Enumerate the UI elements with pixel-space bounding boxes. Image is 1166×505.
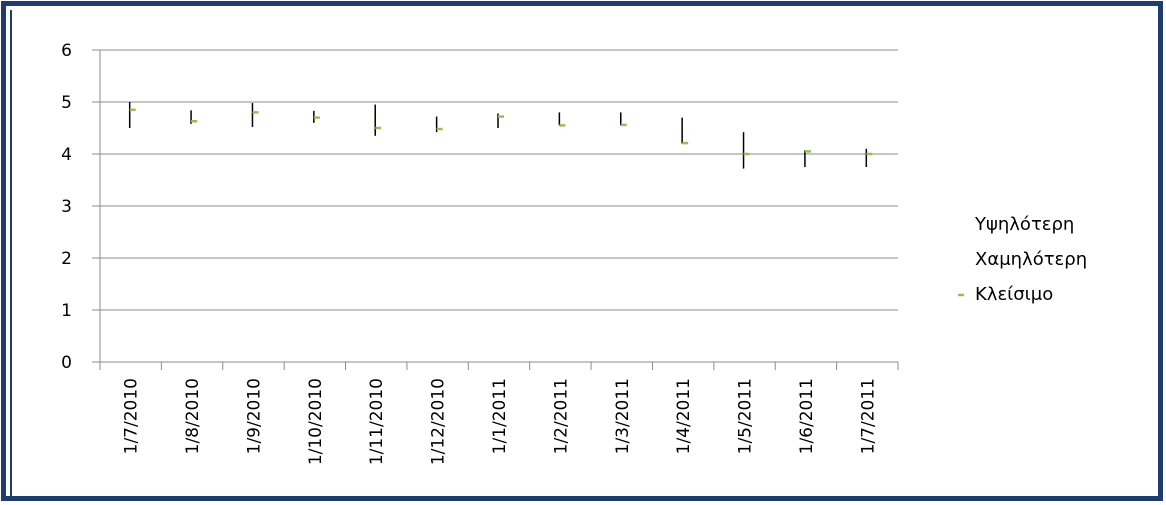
gridlines [100, 49, 898, 311]
legend: Υψηλότερη Χαμηλότερη Κλείσιμο [958, 214, 1087, 305]
x-tick-label: 1/2/2011 [551, 378, 571, 454]
legend-entry: Υψηλότερη [974, 214, 1074, 235]
y-tick-label: 4 [61, 145, 72, 165]
x-tick-label: 1/6/2011 [797, 378, 817, 454]
tick-labels: 0 1 2 3 4 5 6 1/7/2010 1/8/2010 1/9/2010 1/10/2010… [61, 41, 878, 465]
legend-entry: Κλείσιμο [975, 284, 1053, 305]
y-tick-label: 3 [61, 197, 72, 217]
x-tick-label: 1/4/2011 [674, 378, 694, 454]
chart-inner-border [10, 10, 1156, 500]
x-tick-label: 1/1/2011 [490, 378, 510, 454]
y-tick-label: 6 [61, 41, 72, 61]
x-tick-label: 1/12/2010 [429, 378, 449, 465]
y-tick-label: 2 [61, 249, 72, 269]
x-tick-label: 1/5/2011 [736, 378, 756, 454]
x-tick-label: 1/7/2011 [858, 378, 878, 454]
data-marks [128, 102, 873, 169]
y-tick-label: 0 [61, 353, 72, 373]
y-tick-label: 5 [61, 93, 72, 113]
x-tick-label: 1/3/2011 [613, 378, 633, 454]
axes [92, 49, 899, 370]
x-tick-label: 1/9/2010 [244, 378, 264, 454]
x-tick-label: 1/7/2010 [122, 378, 142, 454]
x-tick-label: 1/10/2010 [306, 378, 326, 465]
y-tick-label: 1 [61, 301, 72, 321]
x-tick-label: 1/8/2010 [183, 378, 203, 454]
legend-entry: Χαμηλότερη [975, 249, 1087, 270]
x-tick-label: 1/11/2010 [367, 378, 387, 465]
